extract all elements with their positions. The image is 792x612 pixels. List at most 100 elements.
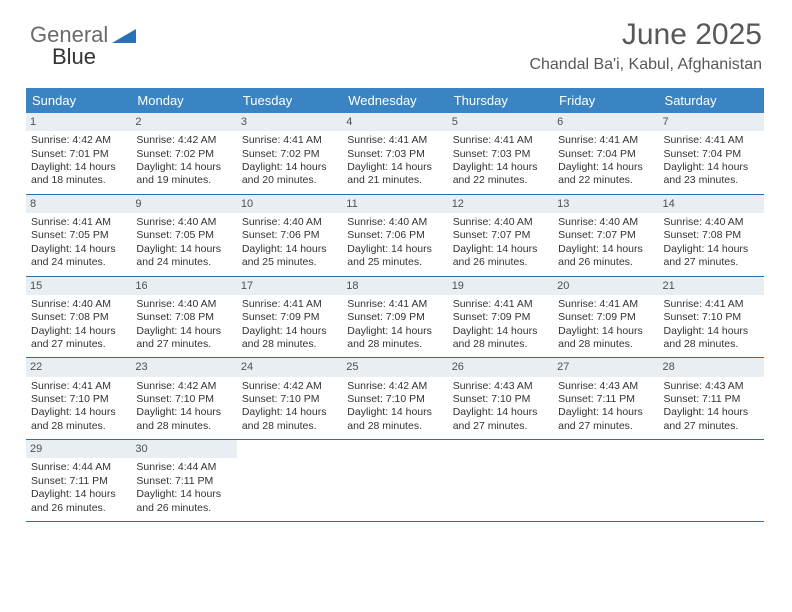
day-number: 26: [448, 358, 553, 376]
day-details: Sunrise: 4:44 AMSunset: 7:11 PMDaylight:…: [31, 461, 126, 515]
day-cell: 21 Sunrise: 4:41 AMSunset: 7:10 PMDayligh…: [659, 277, 764, 358]
day-number: 8: [26, 195, 131, 213]
day-cell: 28 Sunrise: 4:43 AMSunset: 7:11 PMDayligh…: [659, 358, 764, 439]
day-header-saturday: Saturday: [659, 88, 764, 113]
empty-cell: [553, 440, 658, 521]
day-number: 4: [342, 113, 447, 131]
day-details: Sunrise: 4:41 AMSunset: 7:04 PMDaylight:…: [558, 134, 653, 188]
day-number: 18: [342, 277, 447, 295]
day-number: 23: [131, 358, 236, 376]
day-header-row: SundayMondayTuesdayWednesdayThursdayFrid…: [26, 88, 764, 113]
day-details: Sunrise: 4:40 AMSunset: 7:07 PMDaylight:…: [453, 216, 548, 270]
week-row: 15Sunrise: 4:40 AMSunset: 7:08 PMDayligh…: [26, 277, 764, 359]
day-cell: 29 Sunrise: 4:44 AMSunset: 7:11 PMDayligh…: [26, 440, 131, 521]
day-number: 19: [448, 277, 553, 295]
day-header-tuesday: Tuesday: [237, 88, 342, 113]
day-number: 22: [26, 358, 131, 376]
day-details: Sunrise: 4:44 AMSunset: 7:11 PMDaylight:…: [136, 461, 231, 515]
empty-cell: [448, 440, 553, 521]
day-details: Sunrise: 4:41 AMSunset: 7:05 PMDaylight:…: [31, 216, 126, 270]
empty-cell: [237, 440, 342, 521]
header-right: June 2025 Chandal Ba'i, Kabul, Afghanist…: [529, 18, 762, 74]
day-cell: 5Sunrise: 4:41 AMSunset: 7:03 PMDaylight…: [448, 113, 553, 194]
day-number: 17: [237, 277, 342, 295]
day-number: 9: [131, 195, 236, 213]
day-cell: 3Sunrise: 4:41 AMSunset: 7:02 PMDaylight…: [237, 113, 342, 194]
day-cell: 8 Sunrise: 4:41 AMSunset: 7:05 PMDaylight…: [26, 195, 131, 276]
day-details: Sunrise: 4:41 AMSunset: 7:04 PMDaylight:…: [664, 134, 759, 188]
day-number: 27: [553, 358, 658, 376]
day-number: 14: [659, 195, 764, 213]
day-cell: 27 Sunrise: 4:43 AMSunset: 7:11 PMDayligh…: [553, 358, 658, 439]
day-details: Sunrise: 4:40 AMSunset: 7:08 PMDaylight:…: [136, 298, 231, 352]
day-header-thursday: Thursday: [448, 88, 553, 113]
day-number: 5: [448, 113, 553, 131]
day-cell: 1 Sunrise: 4:42 AMSunset: 7:01 PMDaylight…: [26, 113, 131, 194]
day-details: Sunrise: 4:42 AMSunset: 7:10 PMDaylight:…: [242, 380, 337, 434]
logo-text-blue: Blue: [52, 44, 96, 70]
day-number: 25: [342, 358, 447, 376]
day-cell: 22 Sunrise: 4:41 AMSunset: 7:10 PMDayligh…: [26, 358, 131, 439]
day-details: Sunrise: 4:41 AMSunset: 7:02 PMDaylight:…: [242, 134, 337, 188]
day-number: 11: [342, 195, 447, 213]
day-number: 13: [553, 195, 658, 213]
day-cell: 10Sunrise: 4:40 AMSunset: 7:06 PMDayligh…: [237, 195, 342, 276]
day-cell: 19 Sunrise: 4:41 AMSunset: 7:09 PMDayligh…: [448, 277, 553, 358]
day-cell: 16 Sunrise: 4:40 AMSunset: 7:08 PMDayligh…: [131, 277, 236, 358]
week-row: 22 Sunrise: 4:41 AMSunset: 7:10 PMDayligh…: [26, 358, 764, 440]
day-number: 1: [26, 113, 131, 131]
day-number: 20: [553, 277, 658, 295]
day-details: Sunrise: 4:42 AMSunset: 7:10 PMDaylight:…: [136, 380, 231, 434]
day-details: Sunrise: 4:40 AMSunset: 7:08 PMDaylight:…: [31, 298, 126, 352]
day-number: 21: [659, 277, 764, 295]
day-number: 10: [237, 195, 342, 213]
day-number: 29: [26, 440, 131, 458]
day-details: Sunrise: 4:41 AMSunset: 7:10 PMDaylight:…: [31, 380, 126, 434]
day-details: Sunrise: 4:42 AMSunset: 7:02 PMDaylight:…: [136, 134, 231, 188]
week-row: 29 Sunrise: 4:44 AMSunset: 7:11 PMDayligh…: [26, 440, 764, 522]
day-details: Sunrise: 4:42 AMSunset: 7:01 PMDaylight:…: [31, 134, 126, 188]
day-number: 30: [131, 440, 236, 458]
day-details: Sunrise: 4:43 AMSunset: 7:10 PMDaylight:…: [453, 380, 548, 434]
day-cell: 11 Sunrise: 4:40 AMSunset: 7:06 PMDayligh…: [342, 195, 447, 276]
day-details: Sunrise: 4:40 AMSunset: 7:08 PMDaylight:…: [664, 216, 759, 270]
day-number: 2: [131, 113, 236, 131]
day-details: Sunrise: 4:41 AMSunset: 7:09 PMDaylight:…: [242, 298, 337, 352]
day-details: Sunrise: 4:41 AMSunset: 7:09 PMDaylight:…: [453, 298, 548, 352]
day-header-sunday: Sunday: [26, 88, 131, 113]
day-details: Sunrise: 4:43 AMSunset: 7:11 PMDaylight:…: [558, 380, 653, 434]
day-cell: 4 Sunrise: 4:41 AMSunset: 7:03 PMDaylight…: [342, 113, 447, 194]
day-cell: 7 Sunrise: 4:41 AMSunset: 7:04 PMDaylight…: [659, 113, 764, 194]
day-details: Sunrise: 4:40 AMSunset: 7:06 PMDaylight:…: [347, 216, 442, 270]
day-cell: 24 Sunrise: 4:42 AMSunset: 7:10 PMDayligh…: [237, 358, 342, 439]
location-text: Chandal Ba'i, Kabul, Afghanistan: [529, 56, 762, 74]
day-cell: 13 Sunrise: 4:40 AMSunset: 7:07 PMDayligh…: [553, 195, 658, 276]
day-cell: 25Sunrise: 4:42 AMSunset: 7:10 PMDayligh…: [342, 358, 447, 439]
empty-cell: [659, 440, 764, 521]
day-cell: 12Sunrise: 4:40 AMSunset: 7:07 PMDayligh…: [448, 195, 553, 276]
day-header-friday: Friday: [553, 88, 658, 113]
day-number: 7: [659, 113, 764, 131]
day-cell: 9Sunrise: 4:40 AMSunset: 7:05 PMDaylight…: [131, 195, 236, 276]
page-title: June 2025: [529, 18, 762, 52]
day-cell: 15Sunrise: 4:40 AMSunset: 7:08 PMDayligh…: [26, 277, 131, 358]
day-number: 28: [659, 358, 764, 376]
week-row: 8 Sunrise: 4:41 AMSunset: 7:05 PMDaylight…: [26, 195, 764, 277]
day-header-monday: Monday: [131, 88, 236, 113]
day-number: 24: [237, 358, 342, 376]
day-cell: 6Sunrise: 4:41 AMSunset: 7:04 PMDaylight…: [553, 113, 658, 194]
day-details: Sunrise: 4:41 AMSunset: 7:09 PMDaylight:…: [558, 298, 653, 352]
day-details: Sunrise: 4:41 AMSunset: 7:03 PMDaylight:…: [347, 134, 442, 188]
day-details: Sunrise: 4:43 AMSunset: 7:11 PMDaylight:…: [664, 380, 759, 434]
day-cell: 17 Sunrise: 4:41 AMSunset: 7:09 PMDayligh…: [237, 277, 342, 358]
day-number: 16: [131, 277, 236, 295]
day-details: Sunrise: 4:40 AMSunset: 7:07 PMDaylight:…: [558, 216, 653, 270]
week-row: 1 Sunrise: 4:42 AMSunset: 7:01 PMDaylight…: [26, 113, 764, 195]
day-details: Sunrise: 4:41 AMSunset: 7:10 PMDaylight:…: [664, 298, 759, 352]
day-cell: 18Sunrise: 4:41 AMSunset: 7:09 PMDayligh…: [342, 277, 447, 358]
day-cell: 30 Sunrise: 4:44 AMSunset: 7:11 PMDayligh…: [131, 440, 236, 521]
day-header-wednesday: Wednesday: [342, 88, 447, 113]
day-cell: 20 Sunrise: 4:41 AMSunset: 7:09 PMDayligh…: [553, 277, 658, 358]
day-cell: 14 Sunrise: 4:40 AMSunset: 7:08 PMDayligh…: [659, 195, 764, 276]
empty-cell: [342, 440, 447, 521]
